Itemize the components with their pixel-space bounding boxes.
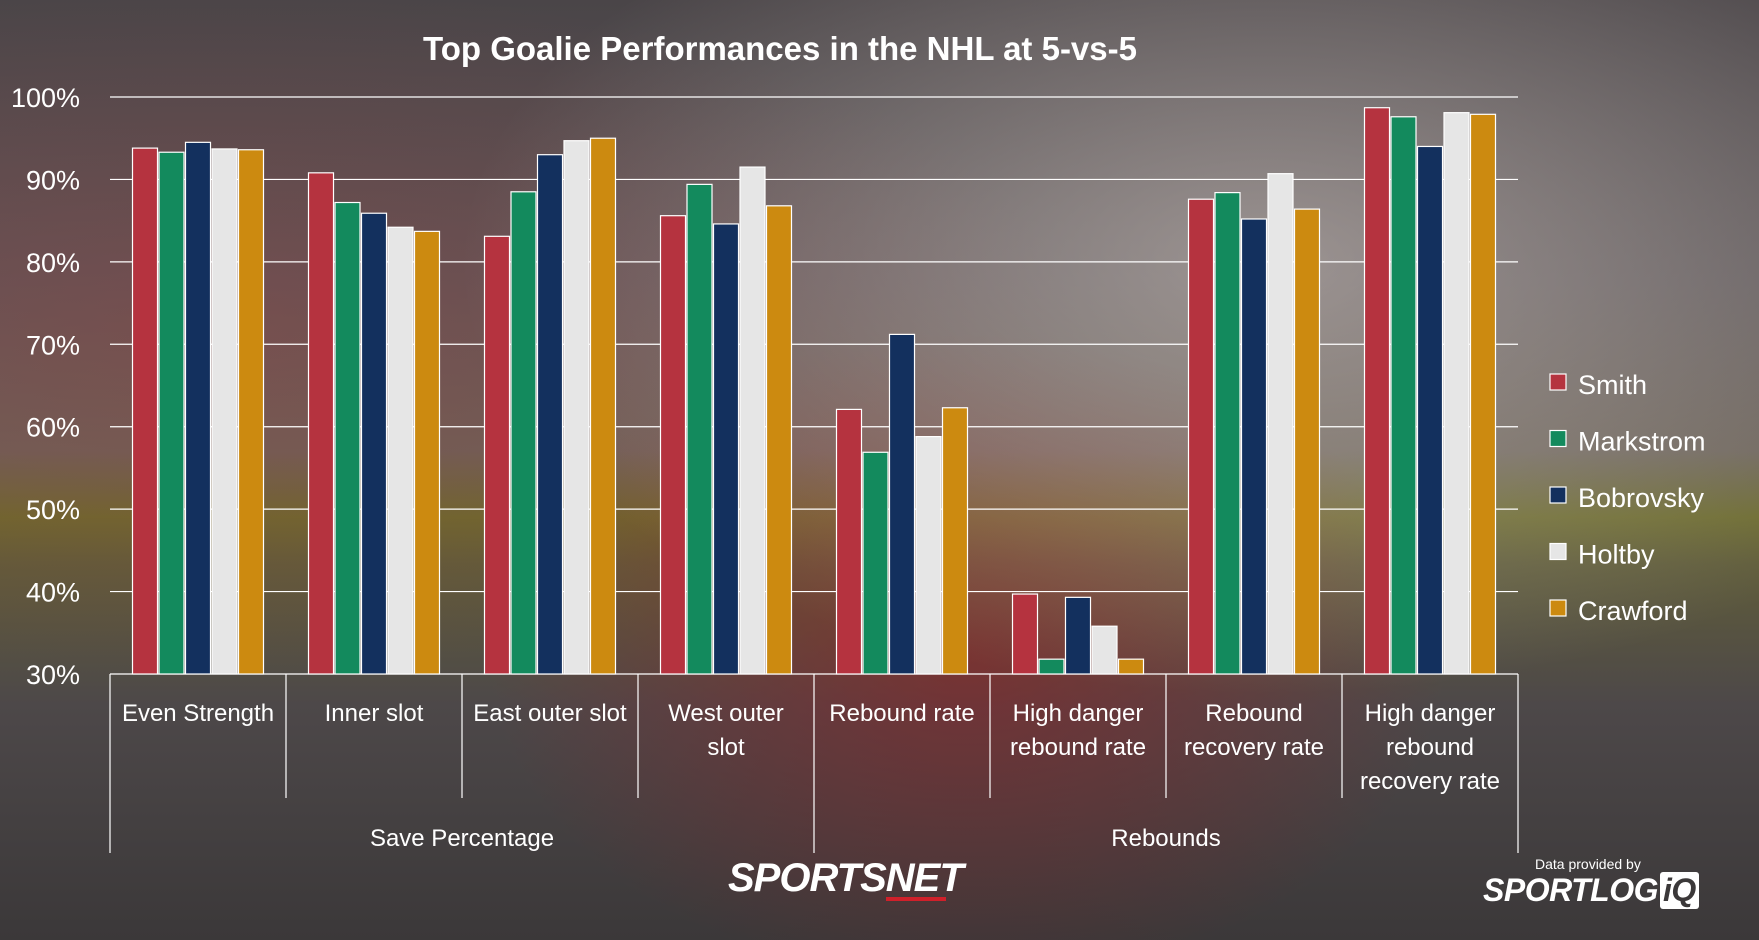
y-tick-label: 70% (26, 330, 80, 360)
bar-markstrom (1038, 658, 1065, 675)
bar-smith (1187, 198, 1215, 675)
bar-smith (131, 147, 159, 675)
bar-crawford (1117, 658, 1145, 675)
bar-markstrom (686, 183, 713, 675)
bar-smith (1363, 107, 1391, 675)
category-label: Rebound rate (829, 700, 974, 727)
bar-holtby (563, 140, 590, 675)
bar-markstrom (334, 201, 361, 675)
category-label: rebound rate (1010, 734, 1146, 761)
y-tick-label: 40% (26, 578, 80, 608)
bar-bobrovsky (1416, 145, 1444, 675)
legend-swatch-smith (1549, 373, 1567, 391)
bar-markstrom (1390, 116, 1417, 675)
bar-smith (1011, 593, 1039, 675)
legend: Smith Markstrom Bobrovsky Holtby Crawford (1549, 370, 1706, 626)
category-label: West outer (668, 700, 784, 727)
bar-holtby (1091, 625, 1118, 675)
bar-holtby (211, 148, 238, 675)
sportlogiq-logo-iq: iQ (1659, 872, 1699, 909)
bar-holtby (1267, 173, 1294, 675)
category-label: Inner slot (325, 700, 424, 727)
bar-crawford (237, 149, 265, 675)
bar-holtby (739, 166, 766, 675)
bar-bobrovsky (360, 212, 388, 675)
legend-label-smith: Smith (1578, 370, 1647, 400)
bar-bobrovsky (888, 333, 916, 675)
bar-crawford (941, 407, 969, 675)
category-label: recovery rate (1184, 734, 1324, 761)
bar-crawford (1293, 208, 1321, 675)
bar-bobrovsky (536, 154, 564, 675)
bar-holtby (387, 226, 414, 675)
bar-bobrovsky (1240, 218, 1268, 675)
y-tick-label: 100% (11, 83, 80, 113)
bar-holtby (915, 436, 942, 675)
legend-label-holtby: Holtby (1578, 540, 1655, 570)
category-label: East outer slot (473, 700, 627, 727)
bars-layer (131, 107, 1497, 675)
bar-smith (659, 215, 687, 675)
category-label: rebound (1386, 734, 1474, 761)
legend-swatch-bobrovsky (1549, 486, 1567, 504)
bar-holtby (1443, 112, 1470, 675)
sportsnet-logo-text: SPORTSNET (728, 856, 964, 900)
bar-markstrom (1214, 192, 1241, 675)
y-tick-label: 30% (26, 660, 80, 690)
y-tick-label: 80% (26, 248, 80, 278)
group-label: Rebounds (1111, 825, 1220, 852)
category-label: slot (707, 734, 745, 761)
legend-swatch-holtby (1549, 542, 1567, 561)
axis-layer: 30% 40% 50% 60% 70% 80% 90% 100% Even Strength In… (11, 83, 1519, 853)
legend-swatch-markstrom (1549, 429, 1567, 448)
category-label: Rebound (1205, 700, 1302, 727)
sportsnet-logo-accent (886, 897, 946, 901)
bar-crawford (589, 137, 617, 675)
bar-markstrom (862, 451, 889, 675)
bar-smith (483, 235, 511, 675)
legend-label-bobrovsky: Bobrovsky (1578, 483, 1705, 513)
legend-label-markstrom: Markstrom (1578, 427, 1706, 457)
chart-title: Top Goalie Performances in the NHL at 5-… (423, 30, 1137, 67)
bar-crawford (413, 230, 441, 675)
legend-swatch-crawford (1549, 599, 1567, 617)
bar-crawford (1469, 113, 1497, 675)
y-tick-label: 50% (26, 495, 80, 525)
category-label: High danger (1365, 700, 1496, 727)
group-label: Save Percentage (370, 825, 554, 852)
bar-crawford (765, 205, 793, 675)
sportsnet-logo: SPORTSNET (728, 856, 964, 901)
category-label: Even Strength (122, 700, 274, 727)
bar-smith (835, 408, 863, 675)
category-label: recovery rate (1360, 768, 1500, 795)
bar-markstrom (158, 151, 185, 675)
category-label: High danger (1013, 700, 1144, 727)
legend-label-crawford: Crawford (1578, 596, 1688, 626)
bar-bobrovsky (1064, 596, 1092, 675)
sportlogiq-logo-text: SPORTLOG (1483, 872, 1658, 908)
data-provided-by: Data provided by (1535, 856, 1641, 872)
bar-bobrovsky (712, 223, 740, 675)
y-tick-label: 90% (26, 165, 80, 195)
bar-bobrovsky (184, 141, 212, 675)
sportlogiq-logo: SPORTLOG iQ (1483, 872, 1699, 909)
bar-smith (307, 172, 335, 675)
y-tick-label: 60% (26, 413, 80, 443)
bar-markstrom (510, 191, 537, 675)
